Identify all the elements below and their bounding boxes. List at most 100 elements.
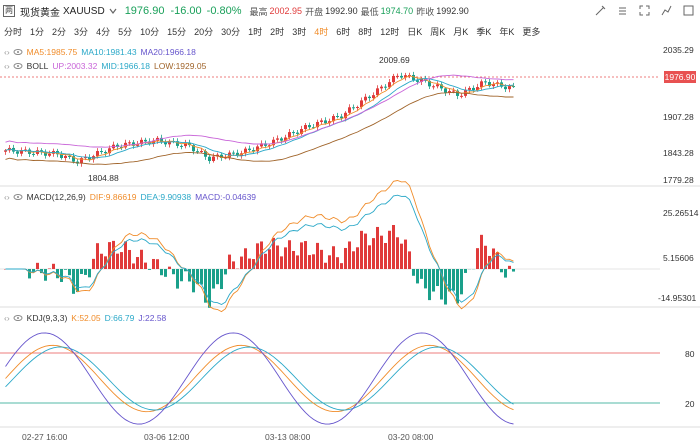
draw-icon[interactable] — [595, 5, 606, 16]
timeframe-19[interactable]: 月K — [453, 26, 469, 37]
macd-bar — [212, 269, 215, 289]
candle-body — [84, 157, 87, 159]
timeframe-10[interactable]: 1时 — [248, 26, 263, 37]
macd-bar — [104, 256, 107, 269]
timeframe-2[interactable]: 2分 — [52, 26, 67, 37]
timeframe-14[interactable]: 6时 — [336, 26, 351, 37]
timeframe-6[interactable]: 10分 — [140, 26, 160, 37]
macd-bar — [144, 262, 147, 269]
macd-bar — [116, 253, 119, 269]
indicator-icon[interactable] — [661, 5, 672, 16]
macd-bar — [156, 259, 159, 269]
candle-body — [456, 90, 459, 96]
timeframe-0[interactable]: 分时 — [4, 26, 23, 37]
timeframe-7[interactable]: 15分 — [167, 26, 187, 37]
eye-icon[interactable] — [13, 193, 23, 201]
candle-body — [440, 84, 443, 89]
candle-body — [280, 138, 283, 141]
candle-body — [164, 142, 167, 145]
candle-body — [136, 144, 139, 146]
timeframe-1[interactable]: 1分 — [30, 26, 45, 37]
candle-body — [360, 100, 363, 108]
candle-body — [276, 138, 279, 140]
timeframe-22[interactable]: 更多 — [522, 26, 541, 37]
collapse-icon[interactable]: ‹› — [4, 192, 10, 202]
macd-bar — [376, 226, 379, 269]
timeframe-11[interactable]: 2时 — [270, 26, 285, 37]
collapse-icon[interactable]: ‹› — [4, 61, 10, 71]
candle-body — [352, 107, 355, 109]
timeframe-16[interactable]: 12时 — [380, 26, 400, 37]
macd-bar — [276, 245, 279, 269]
macd-bar — [136, 257, 139, 269]
macd-bar — [304, 241, 307, 269]
timeframe-8[interactable]: 20分 — [194, 26, 214, 37]
macd-bar — [28, 269, 31, 279]
candle-body — [268, 145, 271, 147]
macd-bar — [424, 269, 427, 289]
timeframe-5[interactable]: 5分 — [118, 26, 133, 37]
settings-icon[interactable] — [617, 5, 628, 16]
candle-body — [316, 121, 319, 128]
macd-bar — [252, 259, 255, 269]
timeframe-3[interactable]: 3分 — [74, 26, 89, 37]
candle-body — [396, 75, 399, 77]
macd-value: MACD:-0.04639 — [195, 192, 257, 202]
candle-body — [448, 91, 451, 93]
candle-body — [296, 132, 299, 134]
timeframe-9[interactable]: 30分 — [221, 26, 241, 37]
macd-bar — [400, 243, 403, 269]
candle-body — [64, 155, 67, 158]
candle-body — [488, 82, 491, 87]
macd-bar — [184, 269, 187, 272]
macd-bar — [268, 249, 271, 269]
price-change: -16.00 — [170, 5, 202, 17]
macd-bar — [412, 269, 415, 276]
timeframe-15[interactable]: 8时 — [358, 26, 373, 37]
collapse-icon[interactable]: ‹› — [4, 47, 10, 57]
chevron-down-icon[interactable] — [108, 6, 118, 16]
eye-icon[interactable] — [13, 48, 23, 56]
candle-body — [384, 86, 387, 88]
macd-bar — [320, 249, 323, 269]
macd-bar — [112, 240, 115, 269]
macd-bar — [388, 230, 391, 269]
candle-body — [212, 156, 215, 162]
candle-body — [176, 141, 179, 146]
eye-icon[interactable] — [13, 314, 23, 322]
instrument-symbol[interactable]: XAUUSD — [63, 5, 105, 17]
instrument-name[interactable]: 现货黄金 — [20, 7, 60, 19]
macd-bar — [100, 253, 103, 269]
collapse-icon[interactable]: ‹› — [4, 313, 10, 323]
kdj-axis-80: 80 — [685, 349, 695, 359]
last-price: 1976.90 — [124, 5, 165, 17]
eye-icon[interactable] — [13, 62, 23, 70]
timeframe-21[interactable]: 年K — [499, 26, 515, 37]
macd-bar — [288, 240, 291, 269]
candle-body — [428, 80, 431, 87]
macd-bar — [256, 243, 259, 269]
timeframe-17[interactable]: 日K — [407, 26, 423, 37]
candle-body — [320, 120, 323, 122]
macd-bar — [224, 269, 227, 275]
timeframe-18[interactable]: 周K — [430, 26, 446, 37]
ma5-value: MA5:1985.75 — [26, 47, 78, 57]
macd-bar — [48, 268, 51, 269]
timeframe-12[interactable]: 3时 — [292, 26, 307, 37]
timeframe-20[interactable]: 季K — [476, 26, 492, 37]
macd-bar — [204, 269, 207, 303]
boll-lower-line — [5, 91, 514, 165]
fullscreen-icon[interactable] — [639, 5, 650, 16]
macd-bar — [72, 269, 75, 294]
macd-bar — [340, 263, 343, 269]
prevclose-value: 1992.90 — [436, 6, 469, 16]
macd-axis-3: -14.95301 — [658, 293, 697, 303]
timeframe-4[interactable]: 4分 — [96, 26, 111, 37]
candle-body — [420, 79, 423, 82]
macd-bar — [68, 269, 71, 276]
candle-body — [100, 151, 103, 153]
timeframe-13[interactable]: 4时 — [314, 26, 329, 37]
price-axis-2: 1907.28 — [663, 112, 694, 122]
more-icon[interactable] — [683, 5, 694, 16]
